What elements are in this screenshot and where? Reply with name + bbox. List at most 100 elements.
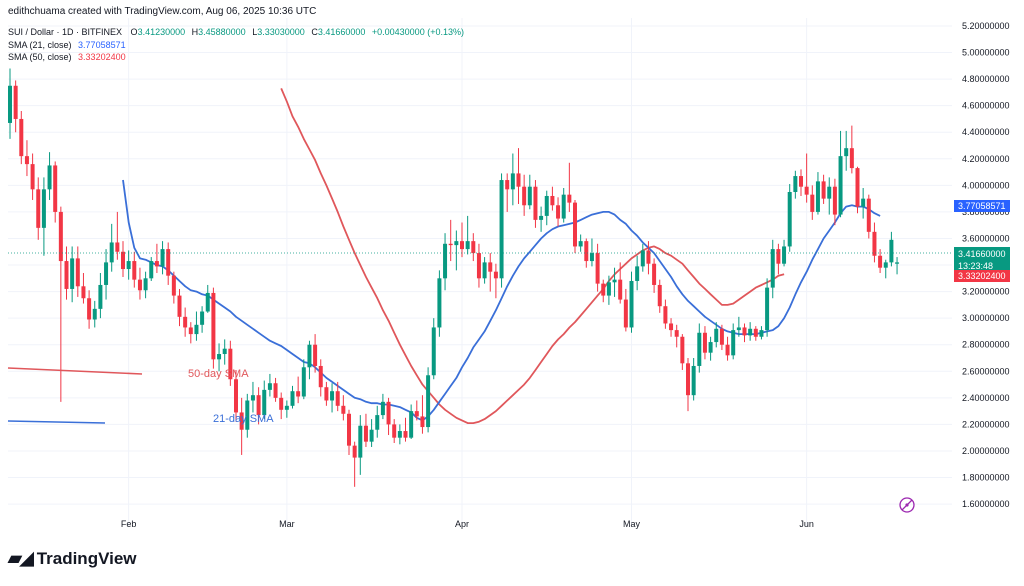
candle-body [782,246,787,264]
y-tick-label: 3.00000000 [962,313,1010,323]
candle-body [482,262,487,279]
candle [623,288,628,332]
candle-body [403,431,408,438]
candle [409,404,414,440]
sma21-legend[interactable]: SMA (21, close) 3.77058571 [8,40,126,50]
candle [556,197,561,227]
candle [414,400,419,421]
candle [267,373,272,397]
y-tick-label: 2.80000000 [962,340,1010,350]
candle [121,241,125,277]
candle-body [397,431,402,438]
candle-body [380,401,385,416]
candle-body [81,286,86,299]
candle-body [335,391,340,406]
candle [363,413,368,447]
ohlc-legend: SUI / Dollar · 1D · BITFINEX O3.41230000… [8,27,464,37]
candle-body [855,168,860,207]
candle [256,387,261,425]
candle [866,194,871,239]
candle-body [205,292,210,312]
candle-body [92,308,97,320]
candle-body [245,400,250,430]
candle [341,395,346,421]
candle [669,318,674,337]
candle [369,419,374,447]
candle-body [414,411,419,417]
candle [13,80,18,133]
candle-body [821,181,826,199]
candle [318,359,323,397]
candle-body [36,189,41,228]
candle-body [759,330,764,337]
last-price-tag: 3.41660000 13:23:48 [954,247,1010,273]
candle [640,243,645,272]
candle [245,393,250,438]
candle [222,339,227,365]
brand-name: TradingView [36,548,137,568]
candle [403,417,408,442]
candle-body [849,148,854,169]
candle [448,219,453,262]
candle-body [358,425,363,458]
candle [75,246,80,297]
candle [19,110,24,165]
candle [505,173,510,212]
candle-body [460,241,464,250]
candle [883,259,888,279]
candle [578,234,583,252]
close-label: C [311,27,318,37]
candle-body [149,261,154,279]
high-label: H [191,27,199,37]
candle-body [154,261,159,267]
y-tick-label: 2.00000000 [962,446,1010,456]
candle-body [284,405,289,410]
candle [471,233,476,262]
candle-body [70,258,75,289]
candle [58,206,63,402]
candle-body [87,298,92,320]
candle-body [601,283,606,296]
candle [92,300,97,328]
symbol-label[interactable]: SUI / Dollar · 1D · BITFINEX [8,27,123,37]
candle-body [629,280,634,328]
sma21-annotation-line [7,420,106,424]
candle [397,424,402,445]
candle-body [544,195,549,216]
candle-body [121,251,125,270]
candle [686,358,690,412]
sma50-price-tag: 3.33202400 [954,270,1010,282]
candle-body [267,383,272,390]
candle [352,441,357,487]
candle [550,186,555,211]
candle-body [183,316,188,328]
replay-icon[interactable] [899,497,915,513]
candle [154,243,159,274]
tradingview-brand[interactable]: ▰◢ TradingView [8,548,137,569]
candle [482,257,487,284]
candle [24,140,29,177]
candle-body [8,85,12,123]
candle-body [561,194,566,219]
candle [194,311,199,341]
candles [8,68,900,487]
candle [143,271,148,299]
candle-body [53,165,58,212]
candle [827,177,832,215]
candle [324,381,329,406]
candle [522,174,527,216]
time-axis: Feb Mar Apr May Jun [121,519,814,529]
candle-body [217,354,222,360]
candle [160,241,165,275]
candle [460,222,464,258]
x-tick-label: May [623,519,641,529]
candle [132,251,137,288]
candle [262,380,267,420]
sma50-legend[interactable]: SMA (50, close) 3.33202400 [8,52,126,62]
candle [533,180,538,228]
grid [8,18,952,526]
candle [87,290,92,329]
candle-body [748,328,753,336]
